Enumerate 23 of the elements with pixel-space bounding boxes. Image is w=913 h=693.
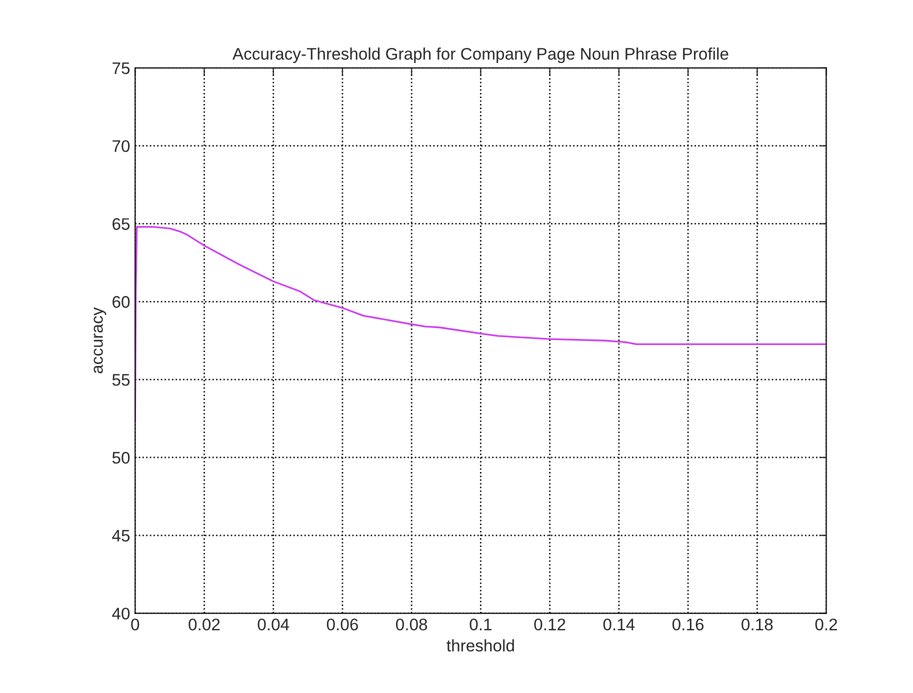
x-tick-label: 0.16 [672,618,704,630]
y-tick-label: 40 [112,608,130,620]
x-tick-label: 0.04 [258,618,290,630]
line-series [135,226,826,422]
x-tick-label: 0.2 [815,618,838,630]
y-tick-label: 55 [112,374,130,386]
x-tick-label: 0.08 [396,618,428,630]
y-tick-label: 60 [112,296,130,308]
y-tick-label: 75 [112,62,130,74]
y-tick-label: 70 [112,140,130,152]
y-axis-title: accuracy [94,307,106,374]
x-tick-label: 0.14 [603,618,635,630]
chart-title: Accuracy-Threshold Graph for Company Page Noun Phrase Profile [232,48,728,64]
x-tick-label: 0.06 [326,618,358,630]
x-tick-label: 0.1 [470,618,492,630]
y-tick-label: 50 [112,452,130,464]
y-tick-label: 65 [112,218,130,230]
y-tick-label: 45 [112,530,130,542]
x-tick-label: 0.12 [534,618,566,630]
x-tick-label: 0 [131,618,140,630]
x-tick-label: 0.18 [742,618,773,630]
x-axis-title: threshold [446,639,514,652]
x-tick-label: 0.02 [188,618,220,630]
